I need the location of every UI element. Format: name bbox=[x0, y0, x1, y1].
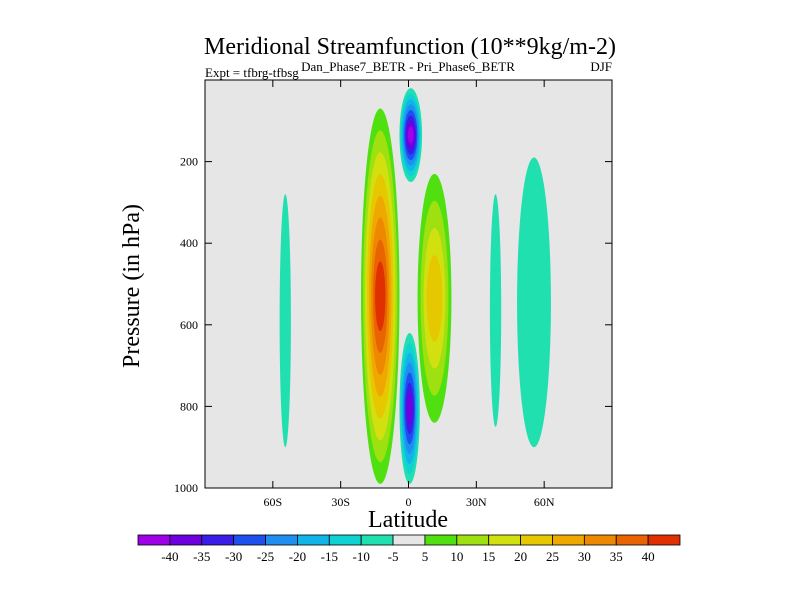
midlat-sh-weak-negative bbox=[279, 194, 291, 448]
colorbar-label: 5 bbox=[422, 549, 429, 564]
subtropical-nh-weak-negative-level-5 bbox=[489, 194, 502, 427]
subtropical-nh-weak-negative bbox=[489, 194, 502, 427]
colorbar-box bbox=[583, 534, 617, 546]
colorbar-label: -5 bbox=[388, 549, 399, 564]
midlat-nh-weak-negative bbox=[517, 157, 551, 448]
colorbar-label: 10 bbox=[450, 549, 463, 564]
colorbar-box bbox=[552, 534, 585, 546]
colorbar-box bbox=[265, 534, 298, 546]
colorbar-box bbox=[615, 534, 649, 546]
y-tick-label: 1000 bbox=[174, 481, 198, 495]
colorbar-label: -25 bbox=[257, 549, 274, 564]
midlat-sh-weak-negative-level-5 bbox=[279, 194, 291, 448]
chart-title: Meridional Streamfunction (10**9kg/m-2) bbox=[204, 34, 616, 60]
lower-equatorial-negative bbox=[399, 332, 420, 484]
colorbar-label: 30 bbox=[578, 549, 591, 564]
colorbar-label: -10 bbox=[353, 549, 370, 564]
colorbar-box bbox=[137, 534, 171, 546]
colorbar-label: 20 bbox=[514, 549, 527, 564]
colorbar-label: -20 bbox=[289, 549, 306, 564]
colorbar-label: -15 bbox=[321, 549, 338, 564]
nh-cell-positive bbox=[417, 173, 452, 423]
sh-cell-positive bbox=[361, 108, 400, 484]
sh-cell-positive-level-40 bbox=[375, 261, 386, 332]
colorbar-box bbox=[456, 534, 490, 546]
y-tick-label: 800 bbox=[180, 399, 198, 413]
y-axis-label: Pressure (in hPa) bbox=[119, 204, 145, 368]
x-tick-label: 30N bbox=[466, 495, 487, 509]
colorbar-label: -35 bbox=[193, 549, 210, 564]
experiment-label: Expt = tfbrg-tfbsg bbox=[205, 65, 299, 80]
x-axis-label: Latitude bbox=[368, 507, 448, 533]
upper-equatorial-negative-level-40 bbox=[407, 126, 414, 144]
colorbar-box bbox=[328, 534, 362, 546]
colorbar-box bbox=[360, 534, 394, 546]
chart-subtitle: Dan_Phase7_BETR - Pri_Phase6_BETR bbox=[301, 59, 515, 74]
nh-cell-positive-level-20 bbox=[426, 254, 443, 342]
colorbar-box bbox=[169, 534, 203, 546]
colorbar-box bbox=[488, 534, 521, 546]
x-tick-label: 60S bbox=[263, 495, 282, 509]
y-tick-label: 400 bbox=[180, 236, 198, 250]
y-tick-label: 600 bbox=[180, 318, 198, 332]
y-tick-label: 200 bbox=[180, 155, 198, 169]
x-tick-label: 0 bbox=[406, 495, 412, 509]
x-tick-label: 60N bbox=[534, 495, 555, 509]
colorbar-label: -40 bbox=[161, 549, 178, 564]
colorbar-label: 25 bbox=[546, 549, 559, 564]
colorbar-label: 40 bbox=[642, 549, 655, 564]
colorbar-box bbox=[647, 534, 681, 546]
upper-equatorial-negative bbox=[399, 88, 423, 182]
midlat-nh-weak-negative-level-5 bbox=[517, 157, 551, 448]
colorbar-label: -30 bbox=[225, 549, 242, 564]
colorbar-box bbox=[297, 534, 330, 546]
lower-equatorial-negative-level-35 bbox=[406, 392, 413, 425]
colorbar-label: 35 bbox=[610, 549, 623, 564]
colorbar-box bbox=[392, 534, 426, 546]
colorbar-label: 15 bbox=[482, 549, 495, 564]
colorbar-box bbox=[520, 534, 553, 546]
colorbar: -40 -35 -30 -25 -20 -15 -10 -5 5 10 15 20 25 30 35 40 bbox=[137, 534, 681, 564]
x-axis: 60S 30S 0 30N 60N bbox=[263, 80, 555, 509]
colorbar-box bbox=[424, 534, 458, 546]
y-axis: 200 400 600 800 1000 bbox=[174, 155, 612, 495]
x-tick-label: 30S bbox=[331, 495, 350, 509]
colorbar-box bbox=[233, 534, 266, 546]
colorbar-box bbox=[201, 534, 235, 546]
contour-fields bbox=[279, 88, 551, 484]
season-label: DJF bbox=[590, 59, 612, 74]
